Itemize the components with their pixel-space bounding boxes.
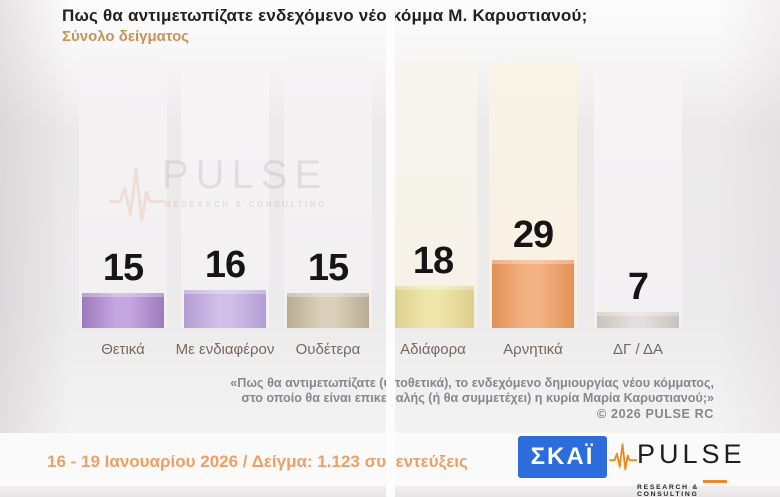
category-label: Ουδέτερα [295,341,361,358]
fieldwork-dates: 16 - 19 Ιανουαρίου 2026 / Δείγμα: 1.123 … [47,452,468,471]
bar-column: 18 Αδιάφορα [389,62,477,358]
pulse-waveform-icon [108,160,166,231]
skai-logo-text: ΣΚΑΪ [530,443,595,470]
bar-value-label: 15 [102,247,144,289]
bar-value-label: 18 [412,240,454,282]
sample-label: Σύνολο δείγματος [62,28,190,45]
bar-column: 16 Με ενδιαφέρον [176,62,274,358]
bar-value-label: 7 [627,266,649,308]
bar [287,293,369,328]
category-label: Αρνητικά [503,341,563,358]
question-footnote: «Πως θα αντιμετωπίζατε (υποθετικά), το ε… [230,376,714,422]
skai-logo: ΣΚΑΪ [518,436,607,478]
watermark-name: PULSE [162,153,329,197]
image-seam-artifact [386,0,395,497]
footnote-line-2: στο οποίο θα είναι επικεφαλής (ή θα συμμ… [241,391,714,406]
category-label: Αδιάφορα [400,341,466,358]
category-label: Με ενδιαφέρον [175,341,275,358]
bar [82,293,164,328]
pulse-waveform-icon [609,437,637,480]
category-label: Θετικά [101,341,145,358]
bar-column: 7 ΔΓ / ΔΑ [594,62,682,358]
bar-column: 29 Αρνητικά [489,62,577,358]
bar-value-label: 16 [204,244,246,286]
watermark-tagline: RESEARCH & CONSULTING [165,200,328,209]
bar [184,290,266,328]
bar [392,286,474,328]
bar-column: 15 Ουδέτερα [284,62,372,358]
column-band [284,62,372,328]
bar-chart: 15 Θετικά 16 Με ενδιαφέρον 15 Ουδέτερα 1… [79,62,682,358]
bar-value-label: 29 [512,214,554,256]
pulse-logo-accent [703,480,727,483]
column-band [79,62,167,328]
copyright-line: © 2026 PULSE RC [597,406,714,421]
pulse-logo-text: PULSE [637,439,746,469]
column-band [389,62,477,328]
column-band [594,62,682,328]
chart-title: Πως θα αντιμετωπίζατε ενδεχόμενο νέο κόμ… [62,6,588,25]
bar [597,312,679,328]
bar-column: 15 Θετικά [79,62,167,358]
pulse-watermark: PULSE RESEARCH & CONSULTING [108,154,328,231]
column-band [181,62,269,328]
bar-value-label: 15 [307,247,349,289]
bar [492,260,574,328]
pulse-logo-tagline: RESEARCH & CONSULTING [637,484,699,497]
category-label: ΔΓ / ΔΑ [613,341,663,358]
footnote-line-1: «Πως θα αντιμετωπίζατε (υποθετικά), το ε… [230,376,714,390]
pulse-logo: PULSE RESEARCH & CONSULTING [609,437,742,497]
